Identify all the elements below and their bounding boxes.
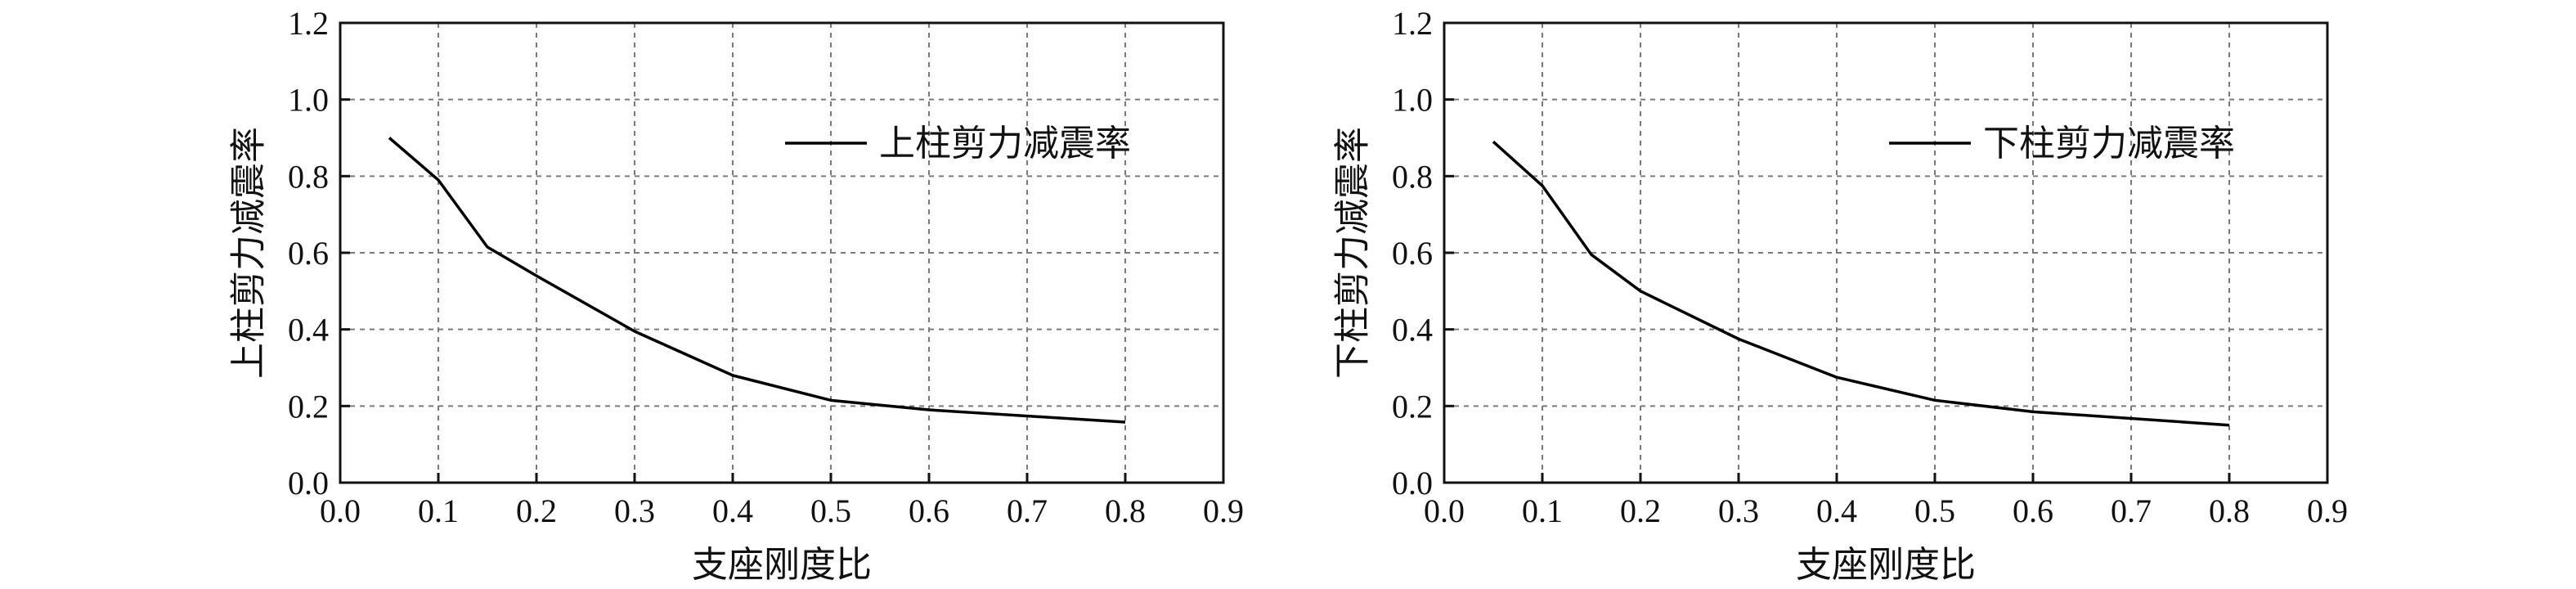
y-axis-label: 下柱剪力减震率: [1332, 127, 1374, 379]
x-tick-label: 0.9: [1203, 492, 1244, 529]
series-line: [1492, 140, 2230, 427]
x-axis-label: 支座刚度比: [1796, 544, 1976, 586]
x-tick-label: 0.0: [1424, 492, 1465, 529]
x-axis-label: 支座刚度比: [692, 544, 872, 586]
x-tick-label: 0.1: [1522, 492, 1563, 529]
y-tick-label: 0.8: [1392, 158, 1433, 195]
y-tick-label: 0.4: [288, 312, 329, 348]
x-tick-label: 0.7: [1007, 492, 1048, 529]
x-tick-label: 0.5: [810, 492, 851, 529]
x-tick-label: 0.4: [1816, 492, 1857, 529]
series-line: [388, 137, 1126, 424]
x-tick-label: 0.6: [909, 492, 949, 529]
x-tick-label: 0.7: [2111, 492, 2152, 529]
y-axis-label: 上柱剪力减震率: [228, 127, 270, 379]
y-tick-label: 0.6: [288, 235, 329, 272]
y-tick-label: 1.0: [288, 82, 329, 119]
y-tick-label: 1.2: [1392, 5, 1433, 42]
x-tick-label: 0.3: [1718, 492, 1759, 529]
x-tick-label: 0.9: [2307, 492, 2348, 529]
legend-label: 上柱剪力减震率: [879, 123, 1131, 164]
x-tick-label: 0.0: [320, 492, 361, 529]
y-tick-label: 0.0: [288, 465, 329, 501]
x-tick-label: 0.6: [2013, 492, 2053, 529]
x-tick-label: 0.4: [712, 492, 753, 529]
y-tick-label: 0.2: [288, 388, 329, 425]
y-tick-label: 0.2: [1392, 388, 1433, 425]
y-tick-label: 0.6: [1392, 235, 1433, 272]
x-tick-label: 0.5: [1914, 492, 1955, 529]
y-tick-label: 1.2: [288, 5, 329, 42]
x-tick-label: 0.1: [418, 492, 459, 529]
y-tick-label: 0.0: [1392, 465, 1433, 501]
right-chart: 0.0 0.1 0.2 0.3 0.4 0.5 0.6 0.7 0.8 0.9 0.0 0.2 0.4 0…: [1332, 5, 2349, 586]
x-tick-label: 0.2: [1620, 492, 1661, 529]
x-tick-label: 0.2: [516, 492, 557, 529]
y-tick-label: 0.4: [1392, 312, 1433, 348]
x-tick-label: 0.8: [1105, 492, 1146, 529]
left-chart: 0.0 0.1 0.2 0.3 0.4 0.5 0.6 0.7 0.8 0.9 0.0 0.2 0.4 0…: [228, 5, 1245, 586]
x-tick-label: 0.3: [614, 492, 655, 529]
y-tick-label: 1.0: [1392, 82, 1433, 119]
y-tick-label: 0.8: [288, 158, 329, 195]
legend-label: 下柱剪力减震率: [1983, 123, 2235, 164]
x-tick-label: 0.8: [2209, 492, 2250, 529]
